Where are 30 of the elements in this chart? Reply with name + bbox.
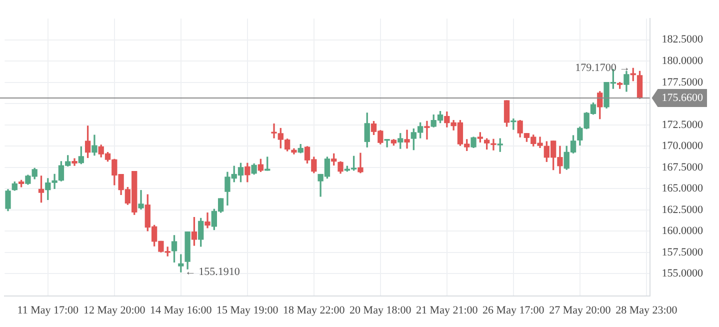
x-tick-label: 14 May 16:00 [150, 304, 212, 316]
y-tick-label: 170.0000 [662, 140, 704, 152]
y-tick-label: 165.0000 [662, 182, 704, 195]
candlestick [384, 139, 390, 148]
y-tick-label: 182.5000 [662, 34, 704, 46]
candlestick [490, 138, 496, 150]
x-tick-label: 11 May 17:00 [17, 304, 80, 316]
y-tick-label: 167.5000 [662, 161, 704, 174]
y-tick-label: 157.5000 [662, 246, 704, 258]
candlestick [358, 152, 364, 174]
y-tick-label: 177.5000 [662, 76, 704, 88]
y-tick-label: 180.0000 [662, 55, 704, 68]
annotation: 179.1700 → [575, 62, 630, 74]
x-tick-label: 26 May 17:00 [482, 304, 545, 316]
x-tick-label: 18 May 22:00 [283, 304, 346, 316]
candlestick [424, 120, 430, 140]
y-tick-label: 172.5000 [662, 118, 704, 131]
x-tick-label: 20 May 18:00 [350, 304, 412, 316]
x-tick-label: 15 May 19:00 [216, 304, 279, 316]
y-tick-label: 160.0000 [662, 225, 704, 238]
y-tick-label: 162.5000 [662, 204, 704, 216]
x-tick-label: 12 May 20:00 [84, 304, 146, 316]
candlestick [138, 190, 144, 210]
x-tick-label: 28 May 23:00 [616, 304, 678, 316]
y-tick-label: 155.0000 [662, 268, 704, 280]
x-tick-label: 21 May 21:00 [416, 304, 478, 316]
ref-line-label: 175.6600 [662, 92, 704, 104]
annotation: ← 155.1910 [184, 266, 240, 278]
x-tick-label: 27 May 20:00 [549, 304, 612, 316]
candlestick [404, 130, 410, 149]
